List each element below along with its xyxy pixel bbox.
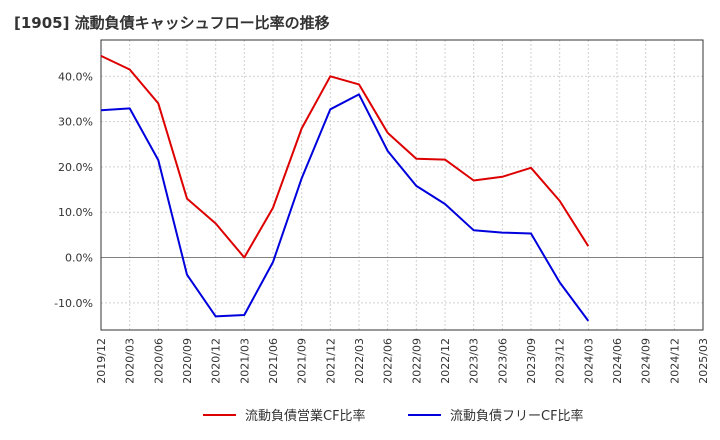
- plot-border: [100, 39, 704, 331]
- series-line-2: [100, 93, 590, 322]
- x-tick-label: 2020/12: [210, 338, 223, 384]
- y-tick-label: -10.0%: [54, 297, 93, 310]
- x-tick-label: 2024/06: [611, 338, 624, 384]
- x-tick-label: 2022/06: [382, 338, 395, 384]
- plot-area: [101, 40, 703, 330]
- x-tick-label: 2022/03: [353, 338, 366, 384]
- x-tick-label: 2024/09: [640, 338, 653, 384]
- x-tick-label: 2023/06: [496, 338, 509, 384]
- y-tick-label: 30.0%: [58, 116, 93, 129]
- y-tick-label: 20.0%: [58, 161, 93, 174]
- y-tick-label: 0.0%: [65, 252, 93, 265]
- x-tick-label: 2020/03: [124, 338, 137, 384]
- x-tick-label: 2024/12: [668, 338, 681, 384]
- x-tick-label: 2021/12: [324, 338, 337, 384]
- x-tick-label: 2019/12: [95, 338, 108, 384]
- x-tick-label: 2020/09: [181, 338, 194, 384]
- x-tick-label: 2023/09: [525, 338, 538, 384]
- x-tick-label: 2023/12: [554, 338, 567, 384]
- x-tick-label: 2023/03: [468, 338, 481, 384]
- x-tick-label: 2021/09: [296, 338, 309, 384]
- y-tick-label: 10.0%: [58, 206, 93, 219]
- x-tick-label: 2021/06: [267, 338, 280, 384]
- series-line-1: [100, 54, 590, 259]
- x-tick-label: 2024/03: [582, 338, 595, 384]
- chart-title: [1905] 流動負債キャッシュフロー比率の推移: [14, 14, 330, 32]
- x-tick-label: 2021/03: [238, 338, 251, 384]
- x-tick-label: 2020/06: [152, 338, 165, 384]
- legend-label-2: 流動負債フリーCF比率: [450, 408, 584, 424]
- x-tick-label: 2025/03: [697, 338, 710, 384]
- y-tick-label: 40.0%: [58, 70, 93, 83]
- legend-label-1: 流動負債営業CF比率: [245, 408, 366, 424]
- x-tick-label: 2022/09: [410, 338, 423, 384]
- x-tick-label: 2022/12: [439, 338, 452, 384]
